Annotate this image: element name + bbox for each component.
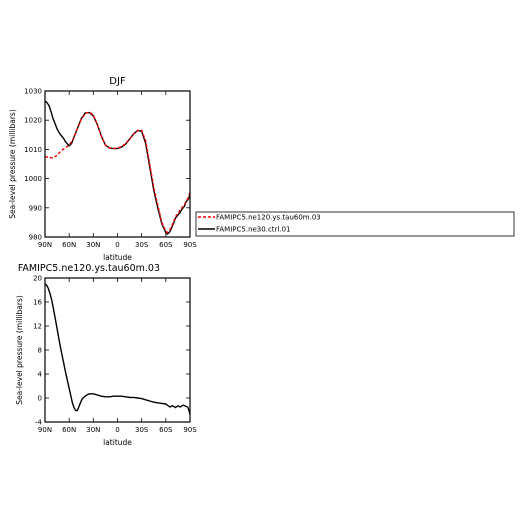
legend-entry: FAMIPC5.ne30.ctrl.01 [216,226,291,234]
series-line-solid [44,100,191,235]
x-tick-label: 30S [135,426,149,434]
y-axis-ticks: 980 990 1000 1010 1020 1030 [24,88,190,242]
difference-panel: FAMIPC5.ne120.ys.tau60m.03 -4 0 4 8 12 16 20 9… [15,263,197,447]
x-axis-label: latitude [103,438,132,447]
y-axis-ticks: -4 0 4 8 12 16 20 [33,275,190,427]
y-tick-label: -4 [35,419,43,427]
y-tick-label: 8 [38,347,42,355]
series-lines [44,283,191,415]
x-tick-label: 60N [62,241,76,249]
plot-frame [44,277,191,423]
x-tick-label: 90N [38,241,52,249]
x-tick-label: 0 [115,426,119,434]
series-lines [44,100,191,235]
x-tick-label: 30N [86,241,100,249]
x-tick-label: 60N [62,426,76,434]
djf-panel: DJF 980 990 1000 1010 1020 1030 90N 60N 30N 0 30S… [8,76,197,262]
y-tick-label: 990 [29,204,42,212]
y-tick-label: 16 [33,299,42,307]
chart-title: DJF [109,76,126,87]
x-tick-label: 60S [159,426,173,434]
y-tick-label: 1010 [24,146,42,154]
legend-box [195,211,515,237]
y-tick-label: 12 [33,323,42,331]
y-tick-label: 20 [33,275,42,283]
y-tick-label: 980 [29,234,42,242]
y-tick-label: 0 [38,395,42,403]
x-tick-label: 30S [135,241,149,249]
plot-frame [44,90,191,238]
series-line-solid [44,283,191,415]
x-axis-ticks: 90N 60N 30N 0 30S 60S 90S [38,278,197,434]
x-tick-label: 30N [86,426,100,434]
x-tick-label: 90N [38,426,52,434]
x-axis-label: latitude [103,253,132,262]
x-tick-label: 0 [115,241,119,249]
y-tick-label: 4 [38,371,43,379]
x-tick-label: 60S [159,241,173,249]
legend-entry: FAMIPC5.ne120.ys.tau60m.03 [216,214,321,222]
x-tick-label: 90S [183,426,197,434]
x-tick-label: 90S [183,241,197,249]
y-tick-label: 1030 [24,88,42,96]
series-line-dashed [44,111,191,234]
legend: FAMIPC5.ne120.ys.tau60m.03 FAMIPC5.ne30.… [195,211,515,237]
y-axis-label: Sea-level pressure (millibars) [8,109,17,219]
y-tick-label: 1020 [24,117,42,125]
y-axis-label: Sea-level pressure (millibars) [15,295,24,405]
y-tick-label: 1000 [24,175,42,183]
chart-title: FAMIPC5.ne120.ys.tau60m.03 [18,263,160,274]
